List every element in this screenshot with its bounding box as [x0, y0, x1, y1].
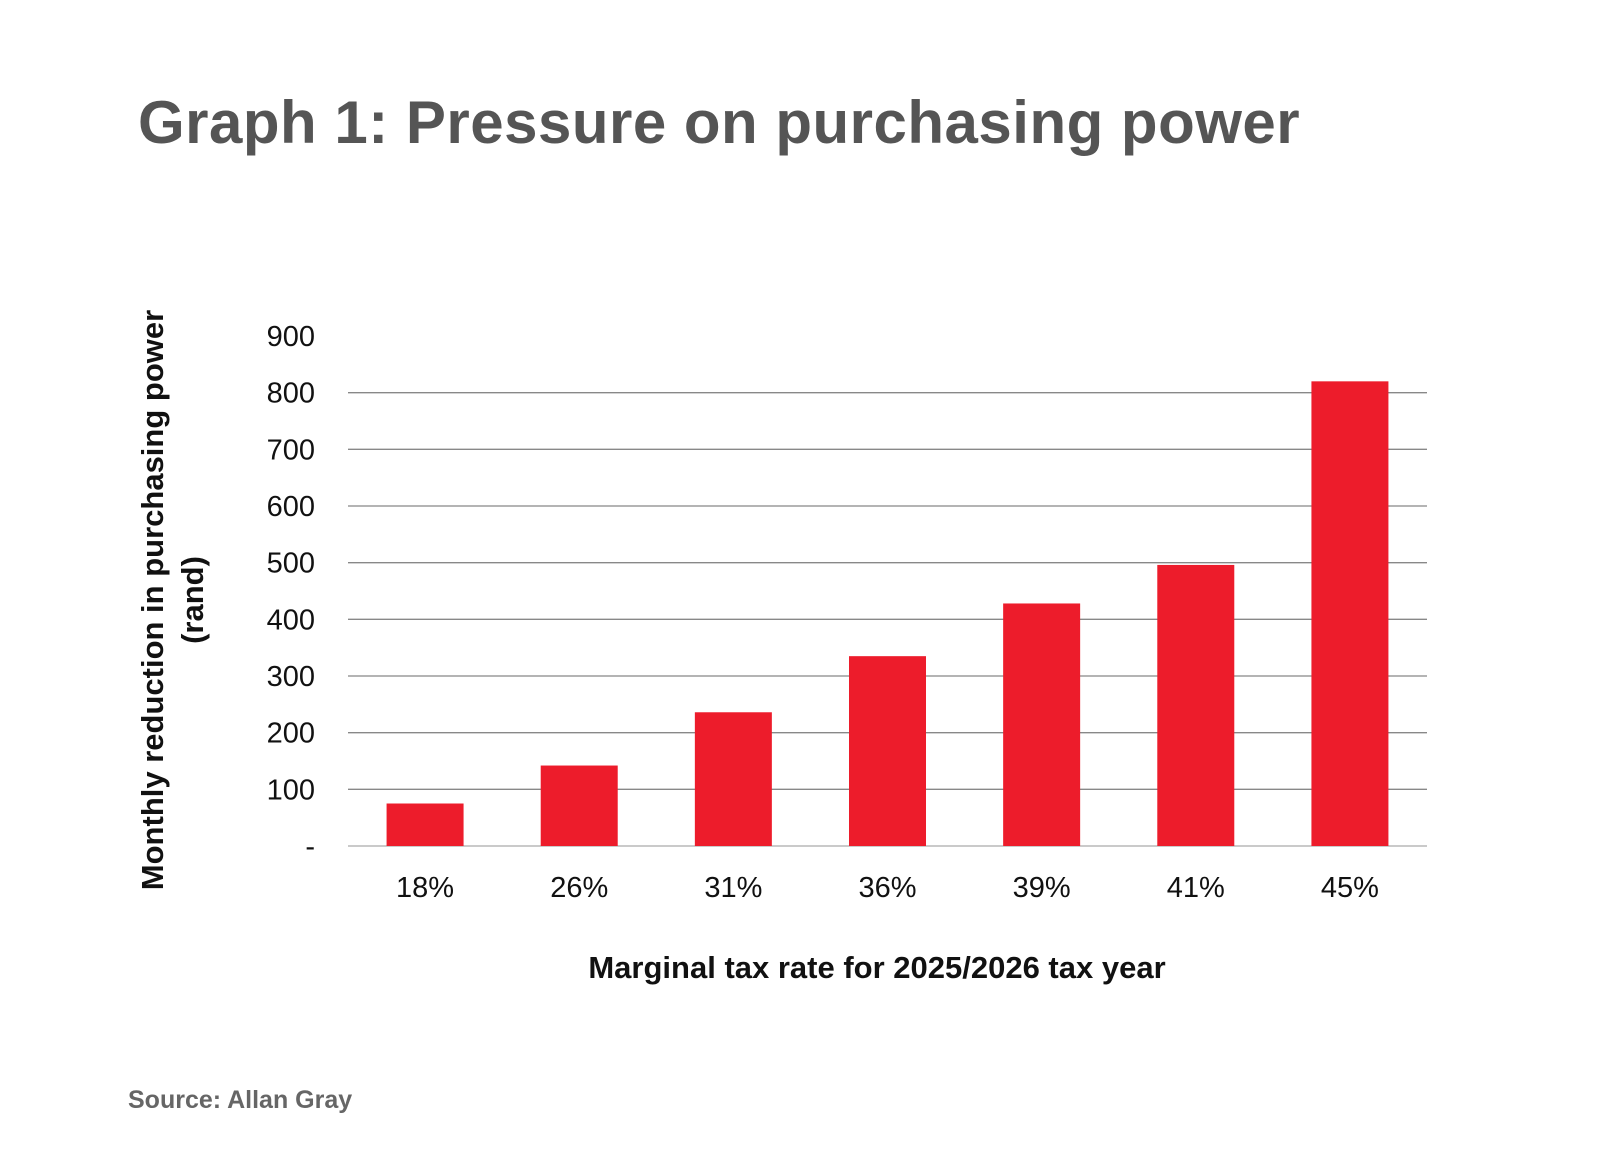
- y-tick-label: 300: [267, 661, 315, 693]
- x-tick-labels: 18% 26% 31% 36% 39% 41% 45%: [396, 872, 1379, 904]
- x-tick-label: 36%: [858, 872, 916, 904]
- bars: [386, 381, 1389, 846]
- y-axis-title-line1: Monthly reduction in purchasing power: [135, 310, 170, 890]
- bar-45%: [1311, 381, 1389, 846]
- x-tick-label: 26%: [550, 872, 608, 904]
- y-tick-labels: - 100 200 300 400 500 600 700 800 900: [267, 321, 315, 863]
- y-tick-label: 200: [267, 718, 315, 750]
- x-tick-label: 41%: [1167, 872, 1225, 904]
- y-tick-label: 900: [267, 321, 315, 353]
- bar-36%: [849, 656, 926, 846]
- chart-title: Graph 1: Pressure on purchasing power: [138, 89, 1301, 156]
- x-axis-title: Marginal tax rate for 2025/2026 tax year: [588, 950, 1165, 985]
- bar-31%: [694, 712, 772, 846]
- x-tick-label: 45%: [1321, 872, 1379, 904]
- y-axis-title-line2: (rand): [175, 556, 210, 644]
- y-tick-label: 700: [267, 434, 315, 466]
- y-tick-label: 100: [267, 774, 315, 806]
- y-tick-label: 800: [267, 378, 315, 410]
- source-note: Source: Allan Gray: [128, 1086, 353, 1114]
- bar-41%: [1157, 564, 1235, 846]
- y-tick-label: -: [305, 831, 315, 863]
- y-tick-label: 600: [267, 491, 315, 523]
- bar-39%: [1003, 603, 1081, 846]
- x-tick-label: 18%: [396, 872, 454, 904]
- y-tick-label: 400: [267, 604, 315, 636]
- x-tick-label: 31%: [704, 872, 762, 904]
- bar-26%: [540, 765, 618, 846]
- x-tick-label: 39%: [1013, 872, 1071, 904]
- bar-18%: [386, 803, 464, 846]
- y-tick-label: 500: [267, 548, 315, 580]
